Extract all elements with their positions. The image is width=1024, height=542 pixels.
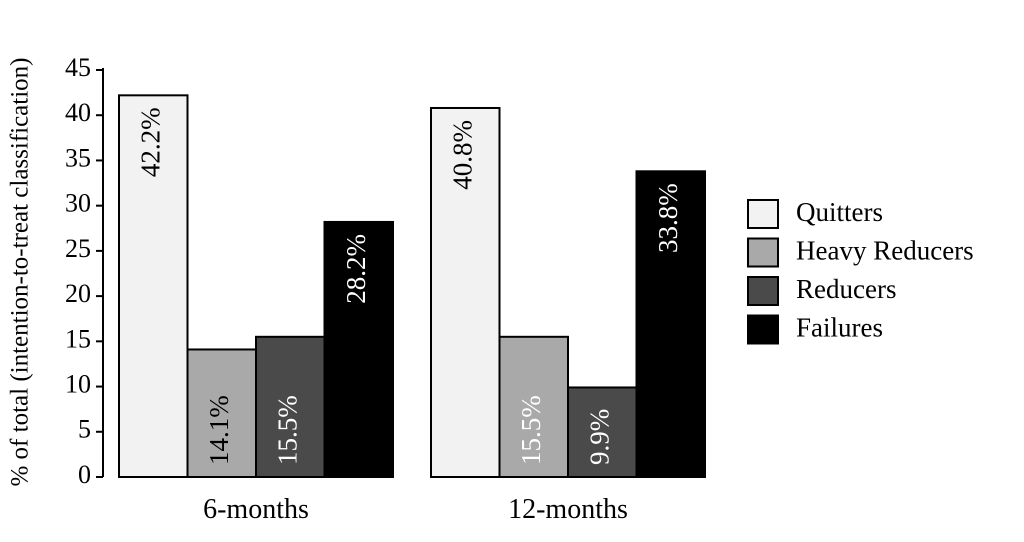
bar-value-label: 15.5% — [272, 395, 302, 465]
y-tick-label: 30 — [65, 189, 91, 218]
bar-value-label: 40.8% — [447, 120, 477, 190]
bar-heavy-reducers-12-months — [498, 335, 569, 478]
legend-label: Quitters — [796, 197, 883, 227]
legend-swatch — [747, 314, 779, 345]
bar-value-label: 33.8% — [653, 183, 683, 253]
y-tick-label: 25 — [65, 234, 91, 263]
bar-failures-6-months — [323, 220, 394, 478]
y-tick-label: 0 — [78, 460, 91, 489]
bar-value-label: 28.2% — [341, 234, 371, 304]
bar-quitters-12-months — [430, 106, 501, 478]
legend-swatch — [747, 199, 779, 229]
y-tick-label: 35 — [65, 143, 91, 172]
legend-label: Heavy Reducers — [796, 236, 974, 266]
y-tick-label: 10 — [65, 370, 91, 399]
bar-quitters-6-months — [118, 94, 189, 479]
legend-label: Reducers — [796, 274, 896, 304]
legend-swatch — [747, 237, 779, 268]
y-axis-title: % of total (intention-to-treat classific… — [7, 57, 34, 486]
bar-value-label: 14.1% — [204, 395, 234, 465]
x-category-label: 12-months — [508, 494, 628, 525]
bar-failures-12-months — [635, 170, 706, 478]
bar-value-label: 42.2% — [135, 107, 165, 177]
y-tick-label: 45 — [65, 53, 91, 82]
y-tick-label: 15 — [65, 324, 91, 353]
y-tick-label: 5 — [78, 415, 91, 444]
y-tick-label: 20 — [65, 279, 91, 308]
bars: 42.2% 14.1% 15.5% 28.2% 6-months 40.8% 15.5% 9.… — [118, 94, 706, 525]
legend-label: Failures — [796, 313, 883, 343]
legend: Quitters Heavy Reducers Reducers Failures — [747, 197, 974, 345]
x-category-label: 6-months — [203, 494, 309, 525]
axes: 0 5 10 15 20 25 30 35 40 45 — [65, 53, 104, 489]
bar-value-label: 15.5% — [516, 395, 546, 465]
y-tick-label: 40 — [65, 98, 91, 127]
legend-swatch — [747, 276, 779, 306]
bar-value-label: 9.9% — [584, 409, 614, 465]
bar-heavy-reducers-6-months — [186, 348, 257, 478]
bar-reducers-12-months — [567, 386, 638, 478]
